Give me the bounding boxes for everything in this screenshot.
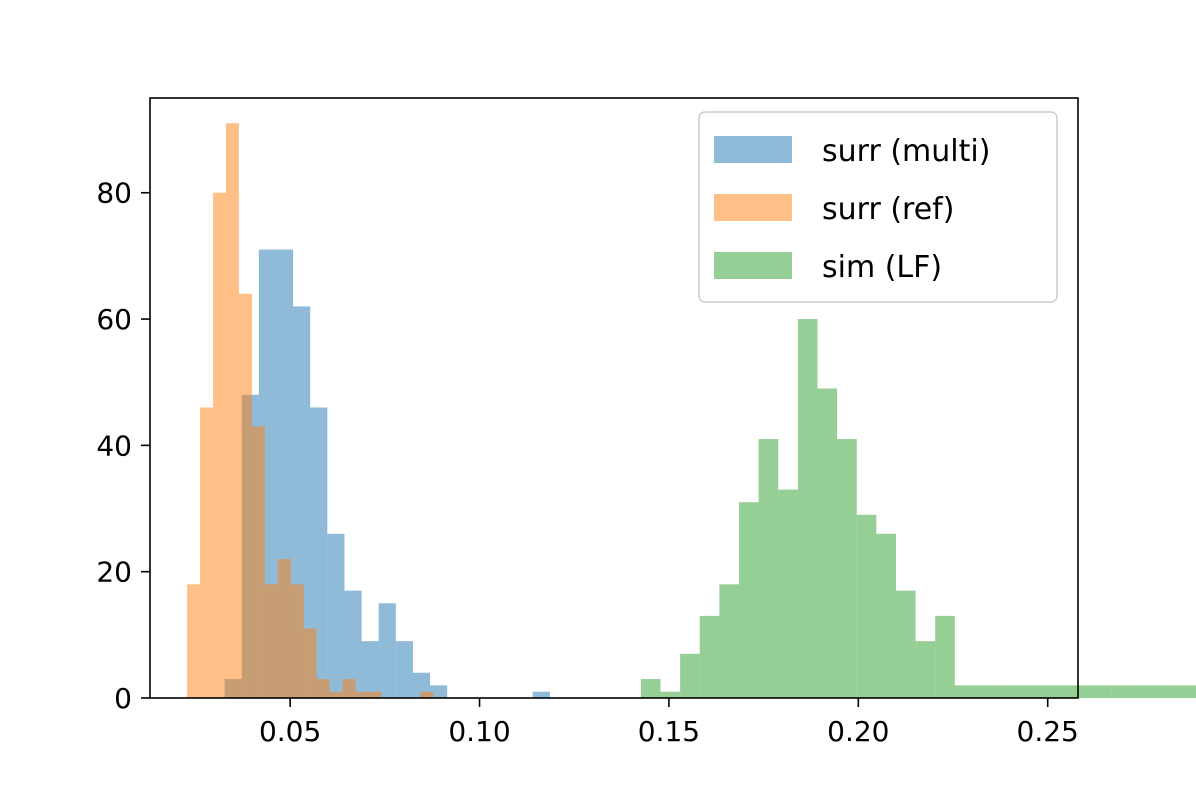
bar-sim-lf-9 — [817, 388, 838, 698]
bar-sim-lf-7 — [778, 489, 798, 698]
legend-swatch-sim-lf — [714, 252, 792, 279]
y-axis-ticks: 0 20 40 60 80 — [96, 177, 150, 715]
bar-sim-lf-8 — [797, 319, 818, 698]
bar-sim-lf-22 — [1072, 685, 1093, 698]
bar-sim-lf-0 — [640, 679, 661, 698]
bar-surr-ref-10 — [316, 679, 330, 698]
bar-sim-lf-26 — [1151, 685, 1171, 698]
legend-swatch-surr-multi — [714, 136, 792, 163]
bar-surr-ref-0 — [187, 584, 201, 698]
bar-surr-ref-9 — [303, 628, 317, 698]
x-tick-label: 0.05 — [259, 715, 321, 748]
x-tick-label: 0.25 — [1017, 715, 1079, 748]
bar-surr-multi-5 — [310, 407, 328, 698]
bar-surr-multi-7 — [344, 590, 362, 698]
y-tick-label: 40 — [96, 429, 132, 462]
bar-sim-lf-5 — [738, 502, 759, 698]
bar-sim-lf-20 — [1033, 685, 1053, 698]
bar-sim-lf-24 — [1111, 685, 1132, 698]
y-tick-label: 60 — [96, 303, 132, 336]
legend-label-surr-ref: surr (ref) — [822, 192, 954, 227]
plot-area: 0.05 0.10 0.15 0.20 0.25 0 20 40 60 80 — [96, 97, 1196, 748]
y-tick-label: 20 — [96, 556, 132, 589]
y-tick-label: 80 — [96, 177, 132, 210]
x-tick-label: 0.20 — [827, 715, 889, 748]
bar-sim-lf-16 — [954, 685, 975, 698]
bar-surr-ref-4 — [238, 293, 252, 698]
bar-sim-lf-11 — [856, 514, 877, 698]
bar-surr-ref-8 — [290, 584, 304, 698]
bar-sim-lf-12 — [876, 533, 896, 698]
series-sim-lf — [640, 319, 1196, 698]
legend-label-surr-multi: surr (multi) — [822, 134, 990, 169]
bar-surr-ref-18 — [420, 691, 434, 698]
series-surr-ref — [187, 123, 434, 698]
bar-surr-ref-5 — [251, 426, 265, 698]
bar-surr-ref-6 — [264, 584, 278, 698]
bar-sim-lf-6 — [758, 439, 779, 698]
bar-sim-lf-4 — [719, 584, 739, 698]
bar-sim-lf-10 — [837, 439, 857, 698]
bar-sim-lf-17 — [974, 685, 995, 698]
bar-surr-multi-6 — [327, 533, 345, 698]
bar-sim-lf-28 — [1190, 685, 1196, 698]
bar-surr-ref-14 — [368, 691, 382, 698]
bar-sim-lf-21 — [1052, 685, 1073, 698]
bar-sim-lf-13 — [895, 590, 916, 698]
legend-swatch-surr-ref — [714, 194, 792, 221]
bar-sim-lf-25 — [1131, 685, 1152, 698]
bar-sim-lf-19 — [1013, 685, 1034, 698]
bar-sim-lf-14 — [915, 641, 936, 698]
legend-label-sim-lf: sim (LF) — [822, 250, 942, 285]
bar-sim-lf-15 — [935, 615, 955, 698]
bar-surr-ref-2 — [213, 192, 226, 698]
bar-sim-lf-23 — [1092, 685, 1112, 698]
bar-sim-lf-18 — [994, 685, 1014, 698]
bar-surr-multi-8 — [361, 641, 379, 698]
x-tick-label: 0.15 — [638, 715, 700, 748]
bar-surr-multi-10 — [395, 641, 413, 698]
bar-surr-ref-11 — [329, 691, 343, 698]
bars-layer — [187, 123, 1196, 698]
bar-surr-ref-3 — [225, 123, 239, 698]
bar-sim-lf-2 — [680, 653, 700, 698]
bar-sim-lf-27 — [1170, 685, 1191, 698]
x-axis-ticks: 0.05 0.10 0.15 0.20 0.25 — [259, 698, 1079, 748]
bar-surr-ref-12 — [342, 679, 356, 698]
bar-surr-multi-18 — [532, 691, 550, 698]
y-tick-label: 0 — [114, 682, 132, 715]
bar-surr-multi-12 — [430, 685, 448, 698]
legend: surr (multi) surr (ref) sim (LF) — [698, 111, 1058, 303]
bar-surr-ref-13 — [355, 691, 369, 698]
bar-surr-ref-7 — [277, 559, 291, 698]
bar-sim-lf-1 — [660, 691, 681, 698]
x-tick-label: 0.10 — [448, 715, 510, 748]
bar-surr-ref-1 — [200, 407, 214, 698]
bar-sim-lf-3 — [699, 615, 720, 698]
axes-frame — [149, 97, 1079, 699]
bar-surr-multi-9 — [378, 603, 396, 698]
